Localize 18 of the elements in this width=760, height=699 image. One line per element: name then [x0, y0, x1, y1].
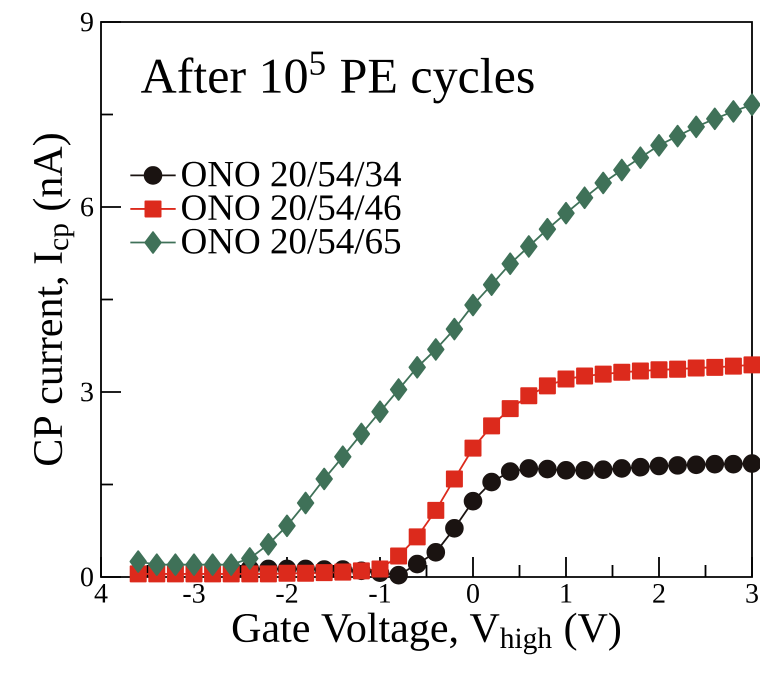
y-tick-label: 9 — [80, 12, 93, 32]
x-tick-label: 2 — [653, 584, 664, 603]
y-tick-label: 6 — [81, 198, 94, 216]
legend-label: ONO 20/54/34 — [182, 162, 401, 187]
legend-label: ONO 20/54/46 — [182, 195, 400, 220]
x-tick-label: -1 — [369, 584, 390, 603]
x-tick-label: 1 — [561, 584, 572, 603]
legend-label: ONO 20/54/65 — [182, 228, 400, 254]
x-tick-label: 0 — [467, 584, 479, 603]
annotation: After 10$^{5}$ PE cycles — [141, 52, 534, 104]
x-axis-title: Gate Voltage, V$_{high}$ (V) — [232, 612, 620, 654]
y-tick-label: 3 — [81, 382, 93, 402]
x-tick-label: -3 — [183, 584, 205, 603]
x-tick-label: -2 — [276, 584, 298, 603]
y-axis-title: CP current, I$_{cp}$ (nA) — [32, 134, 74, 465]
y-tick-label: 0 — [81, 568, 93, 586]
x-tick-label: 4 — [94, 584, 108, 602]
x-tick-label: 3 — [746, 584, 758, 603]
